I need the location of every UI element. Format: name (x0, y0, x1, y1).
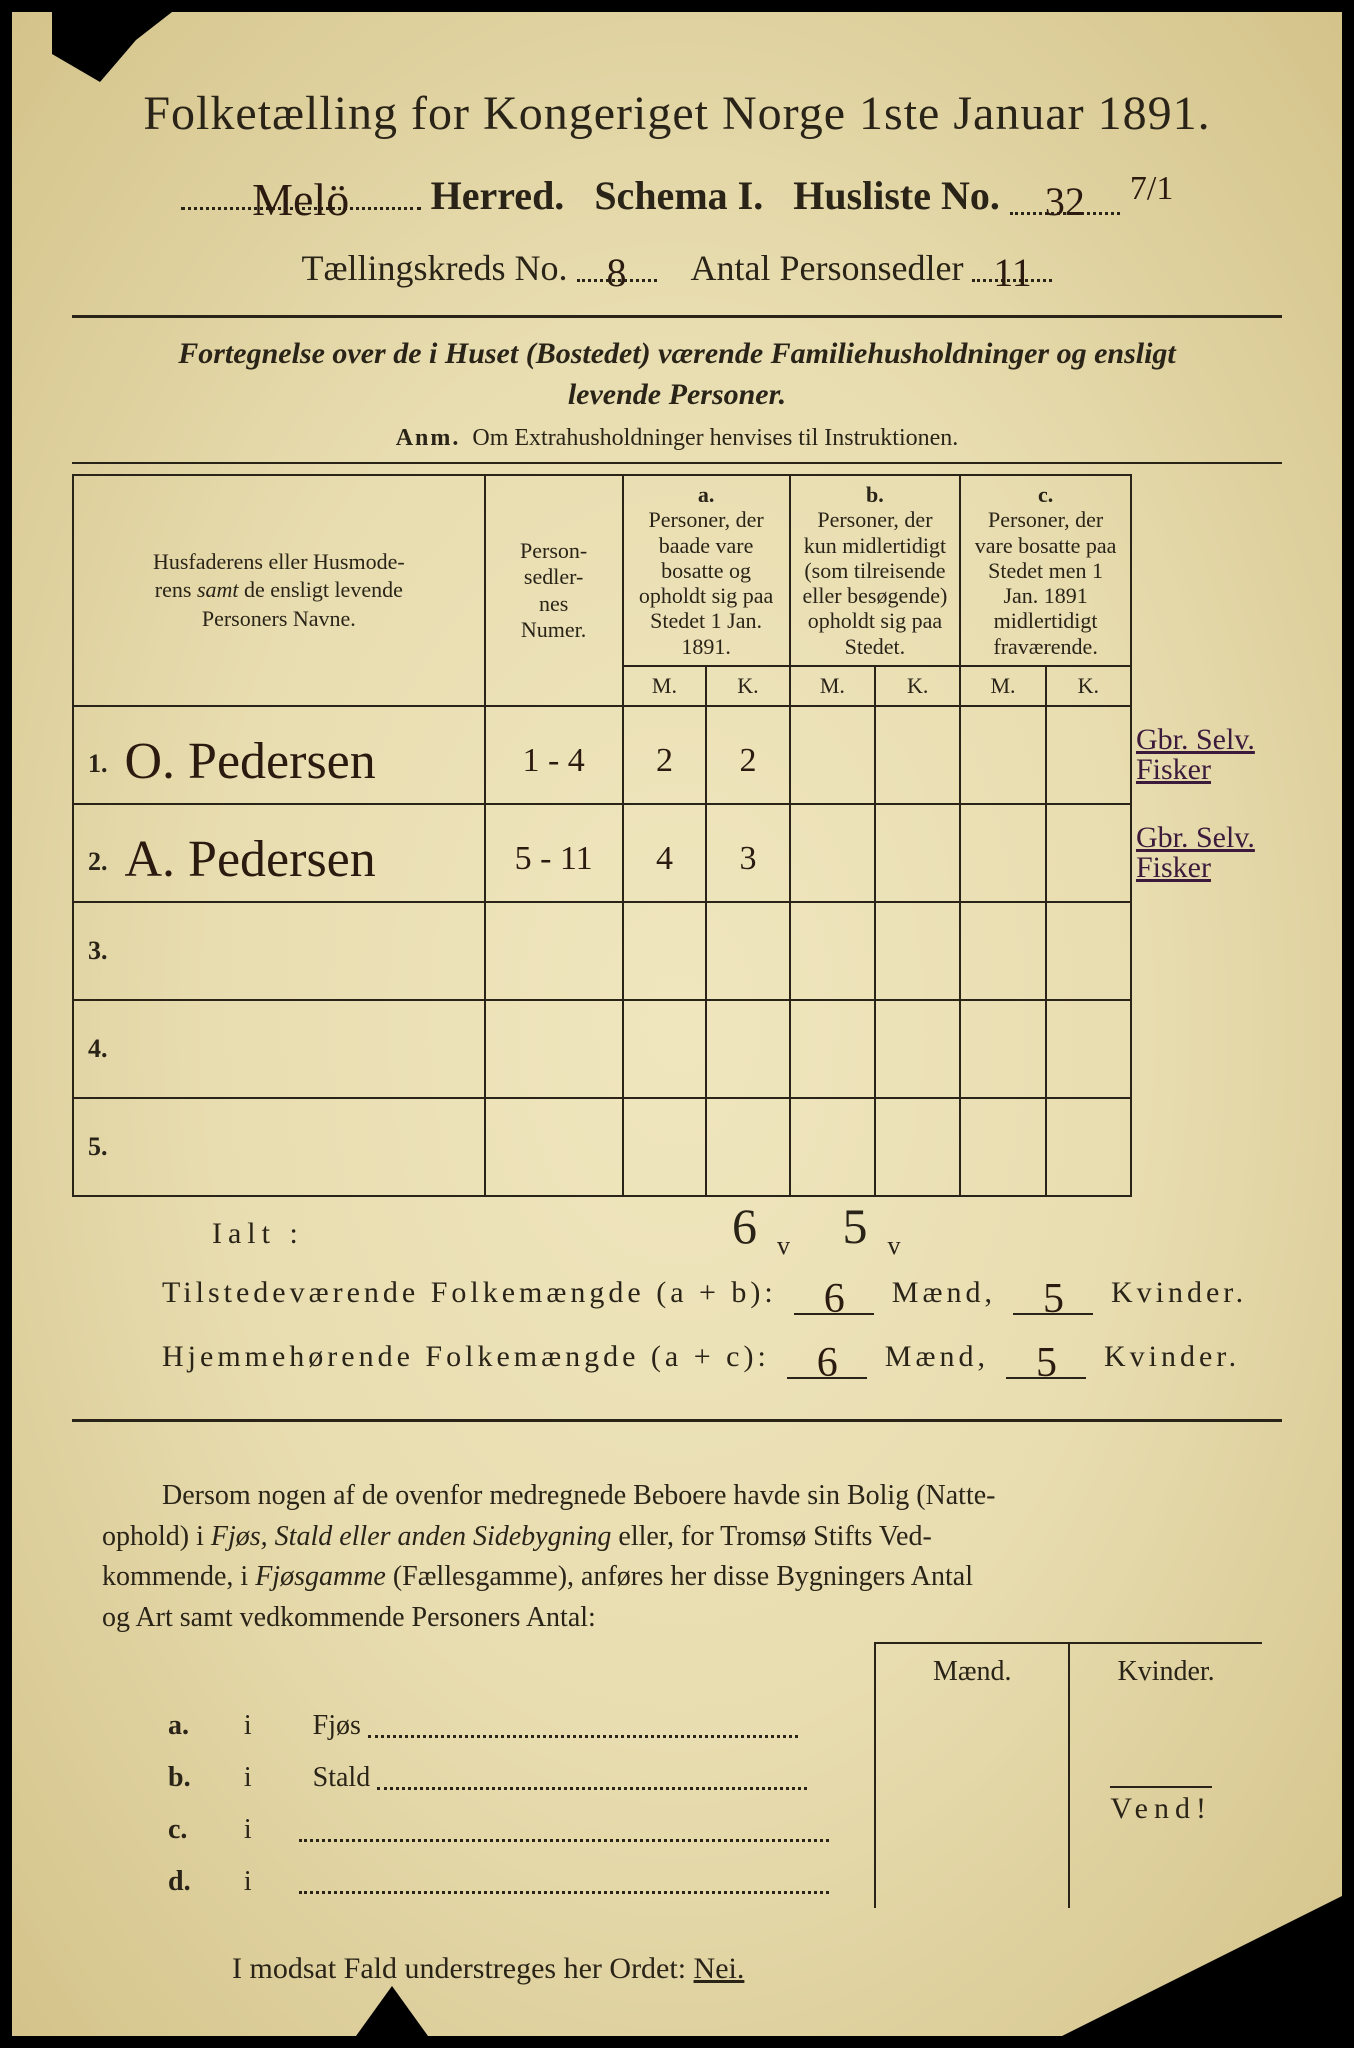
mk-hdr: K. (706, 666, 789, 706)
table-row: 3. (73, 902, 1282, 1000)
header-line-3: Tællingskreds No. 8 Antal Personsedler 1… (72, 243, 1282, 289)
page-tear (52, 12, 172, 82)
anm-note: Anm. Om Extrahusholdninger henvises til … (72, 425, 1282, 452)
census-form-page: Folketælling for Kongeriget Norge 1ste J… (0, 0, 1354, 2048)
col-name-hdr: Husfaderens eller Husmode-rens samt de e… (73, 475, 485, 706)
outbuilding-table: Mænd. Kvinder. a.i Fjøs b.i Stald c.id.i (162, 1642, 1262, 1908)
vend-label: Vend! (1110, 1786, 1212, 1826)
ialt-row: Ialt : 6v 5v (212, 1217, 1282, 1251)
husliste-value: 32 (1045, 179, 1085, 224)
table-row: 5. (73, 1098, 1282, 1196)
table-row: 1. O. Pedersen1 - 422Gbr. Selv.Fisker (73, 706, 1282, 804)
divider (72, 1419, 1282, 1422)
mk-hdr: M. (790, 666, 876, 706)
herred-value: Melö (252, 174, 349, 225)
sub-row: a.i Fjøs (162, 1700, 1262, 1752)
mk-hdr: K. (875, 666, 960, 706)
kreds-label: Tællingskreds No. (302, 248, 568, 288)
divider (72, 462, 1282, 464)
mk-hdr: M. (960, 666, 1046, 706)
form-title: Folketælling for Kongeriget Norge 1ste J… (72, 86, 1282, 141)
schema-label: Schema I. (594, 173, 763, 218)
sub-hdr-m: Mænd. (875, 1643, 1069, 1700)
mk-hdr: M. (623, 666, 707, 706)
table-row: 4. (73, 1000, 1282, 1098)
page-tear (332, 1986, 452, 2036)
nei-line: I modsat Fald understreges her Ordet: Ne… (232, 1952, 1282, 1986)
outbuilding-paragraph: Dersom nogen af de ovenfor medregnede Be… (102, 1476, 1252, 1638)
divider (72, 315, 1282, 318)
col-b-hdr: b.Personer, der kun midlertidigt (som ti… (790, 475, 961, 666)
herred-label: Herred. (431, 173, 565, 218)
antal-value: 11 (993, 250, 1032, 295)
ialt-values: 6v 5v (732, 1197, 921, 1261)
mk-hdr: K. (1046, 666, 1131, 706)
present-population: Tilstedeværende Folkemængde (a + b): 6 M… (162, 1265, 1282, 1315)
husliste-frac: 7/1 (1130, 170, 1173, 207)
sub-row: d.i (162, 1856, 1262, 1908)
header-line-2: Melö Herred. Schema I. Husliste No. 32 7… (72, 167, 1282, 219)
husliste-label: Husliste No. (793, 173, 1000, 218)
household-table: Husfaderens eller Husmode-rens samt de e… (72, 474, 1282, 1197)
kreds-value: 8 (607, 250, 627, 295)
intro-text: Fortegnelse over de i Huset (Bostedet) v… (112, 334, 1242, 415)
col-c-hdr: c.Personer, der vare bosatte paa Stedet … (960, 475, 1131, 666)
sub-row: b.i Stald (162, 1752, 1262, 1804)
sub-hdr-k: Kvinder. (1069, 1643, 1262, 1700)
home-population: Hjemmehørende Folkemængde (a + c): 6 Mæn… (162, 1329, 1282, 1379)
sub-row: c.i (162, 1804, 1262, 1856)
table-row: 2. A. Pedersen5 - 1143Gbr. Selv.Fisker (73, 804, 1282, 902)
col-a-hdr: a.Personer, der baade vare bosatte og op… (623, 475, 790, 666)
col-num-hdr: Person-sedler-nesNumer. (485, 475, 623, 706)
antal-label: Antal Personsedler (691, 248, 964, 288)
